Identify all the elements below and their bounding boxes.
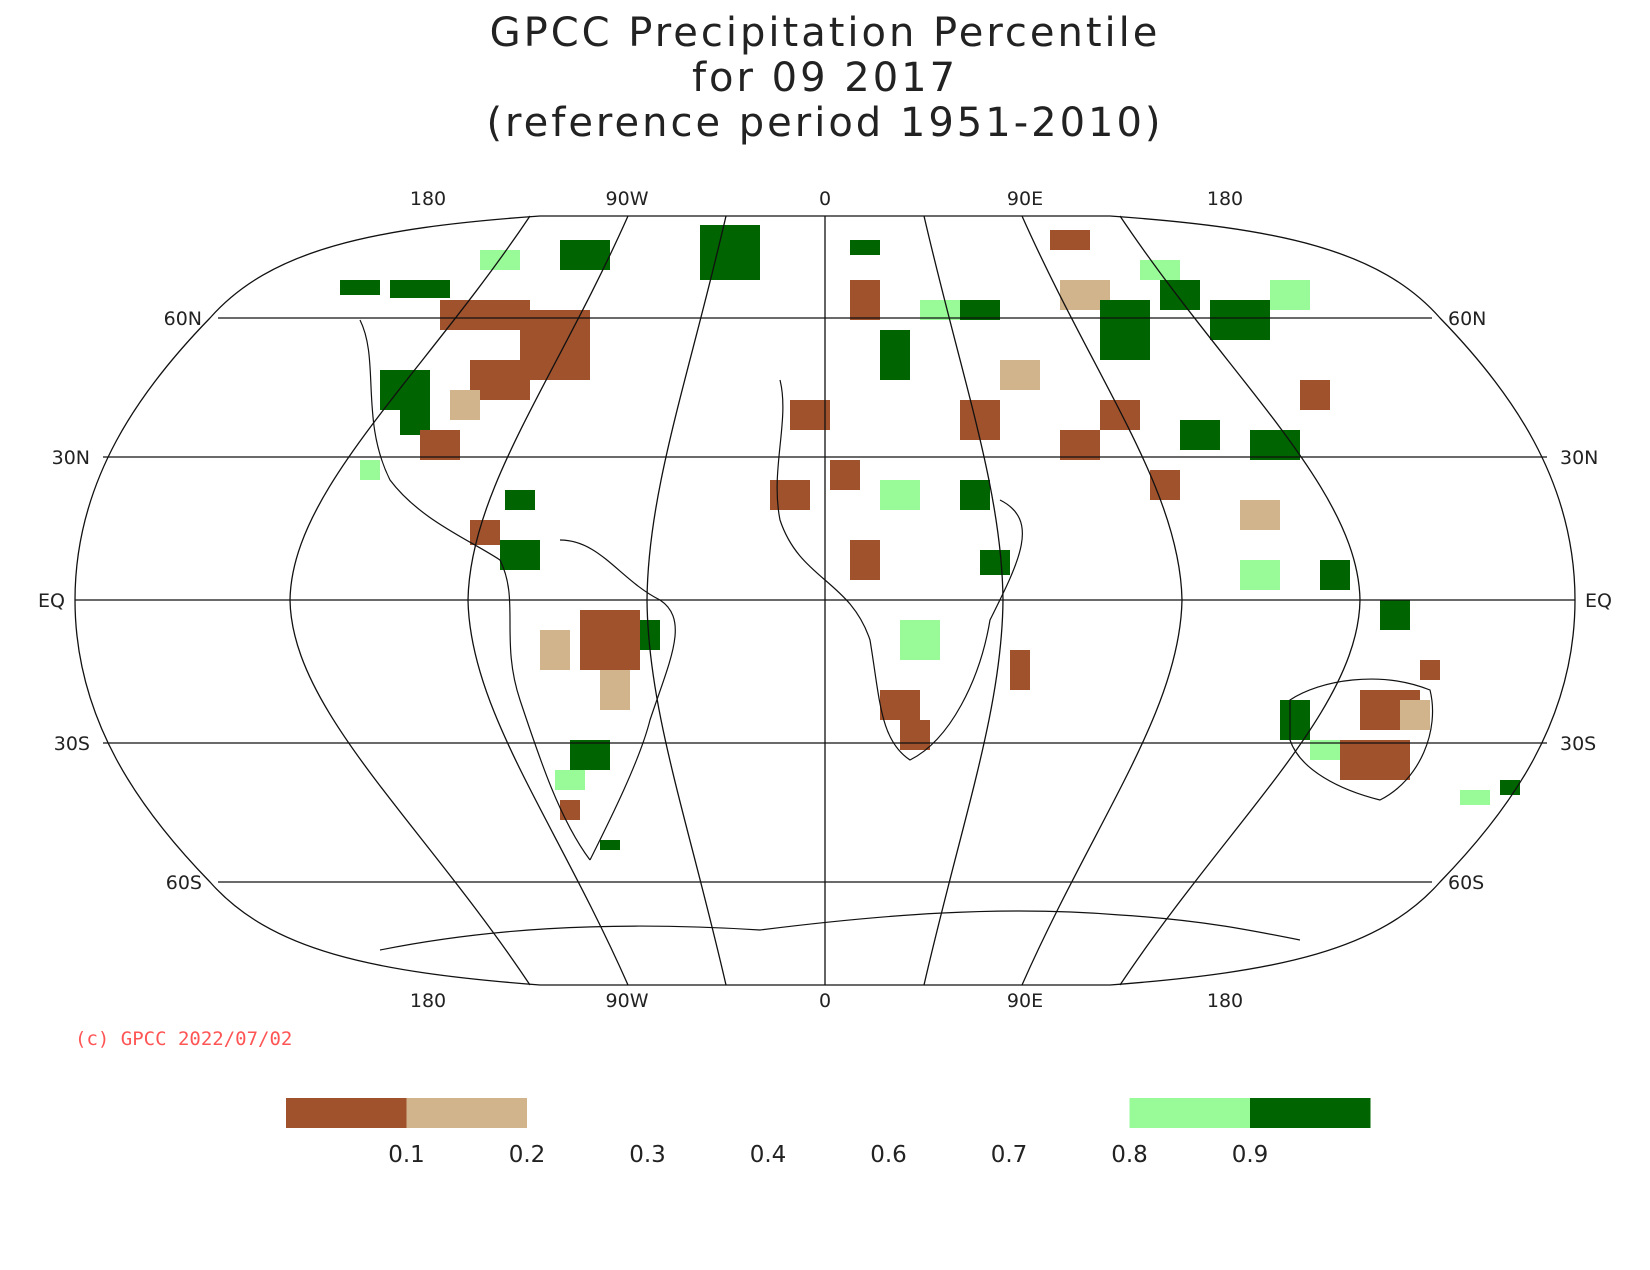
colorbar-swatch-1	[406, 1098, 527, 1128]
lat-label-right-60s: 60S	[1448, 872, 1484, 894]
colorbar-label-4: 0.6	[870, 1142, 907, 1168]
colorbar-swatch-6	[1009, 1098, 1130, 1128]
colorbar-label-0: 0.1	[388, 1142, 425, 1168]
lat-label-left-eq: EQ	[38, 590, 65, 612]
colorbar-label-3: 0.4	[750, 1142, 787, 1168]
title-line-2: for 09 2017	[692, 55, 958, 101]
colorbar-swatch-3	[647, 1098, 768, 1128]
colorbar-swatch-8	[1250, 1098, 1371, 1128]
lon-label-top-90w: 90W	[606, 188, 649, 210]
lon-labels-bottom: 180 90W 0 90E 180	[410, 990, 1243, 1012]
lat-label-right-60n: 60N	[1448, 308, 1486, 330]
lat-label-right-eq: EQ	[1585, 590, 1612, 612]
colorbar-swatch-5	[888, 1098, 1009, 1128]
lat-label-left-60n: 60N	[164, 308, 202, 330]
colorbar-label-7: 0.9	[1232, 1142, 1269, 1168]
lat-labels-right: 60N 30N EQ 30S 60S	[1448, 308, 1612, 894]
world-map	[74, 215, 1576, 986]
colorbar: 0.1 0.2 0.3 0.4 0.6 0.7 0.8 0.9	[286, 1098, 1371, 1168]
lon-label-top-0: 0	[819, 188, 831, 210]
graticule	[74, 215, 1576, 986]
lat-label-right-30n: 30N	[1560, 447, 1598, 469]
colorbar-swatch-4	[768, 1098, 889, 1128]
lon-label-top-90e: 90E	[1007, 188, 1043, 210]
precipitation-cells	[340, 225, 1520, 850]
lon-label-bottom-0: 0	[819, 990, 831, 1012]
colorbar-swatch-2	[527, 1098, 648, 1128]
lon-label-top-180w: 180	[410, 188, 446, 210]
lat-label-left-60s: 60S	[166, 872, 202, 894]
colorbar-swatch-7	[1129, 1098, 1250, 1128]
lon-label-bottom-90e: 90E	[1007, 990, 1043, 1012]
lat-labels-left: 60N 30N EQ 30S 60S	[38, 308, 202, 894]
lat-label-left-30n: 30N	[52, 447, 90, 469]
lon-label-bottom-180e: 180	[1207, 990, 1243, 1012]
title-line-3: (reference period 1951-2010)	[486, 100, 1163, 146]
lon-label-bottom-90w: 90W	[606, 990, 649, 1012]
colorbar-label-1: 0.2	[509, 1142, 546, 1168]
copyright-notice: (c) GPCC 2022/07/02	[75, 1028, 292, 1050]
lat-label-right-30s: 30S	[1560, 733, 1596, 755]
colorbar-swatch-0	[286, 1098, 407, 1128]
lon-label-top-180e: 180	[1207, 188, 1243, 210]
colorbar-label-5: 0.7	[991, 1142, 1028, 1168]
lon-labels-top: 180 90W 0 90E 180	[410, 188, 1243, 210]
coastlines	[359, 319, 1434, 951]
lat-label-left-30s: 30S	[54, 733, 90, 755]
colorbar-label-6: 0.8	[1111, 1142, 1148, 1168]
lon-label-bottom-180w: 180	[410, 990, 446, 1012]
colorbar-label-2: 0.3	[629, 1142, 666, 1168]
title-line-1: GPCC Precipitation Percentile	[490, 10, 1161, 56]
